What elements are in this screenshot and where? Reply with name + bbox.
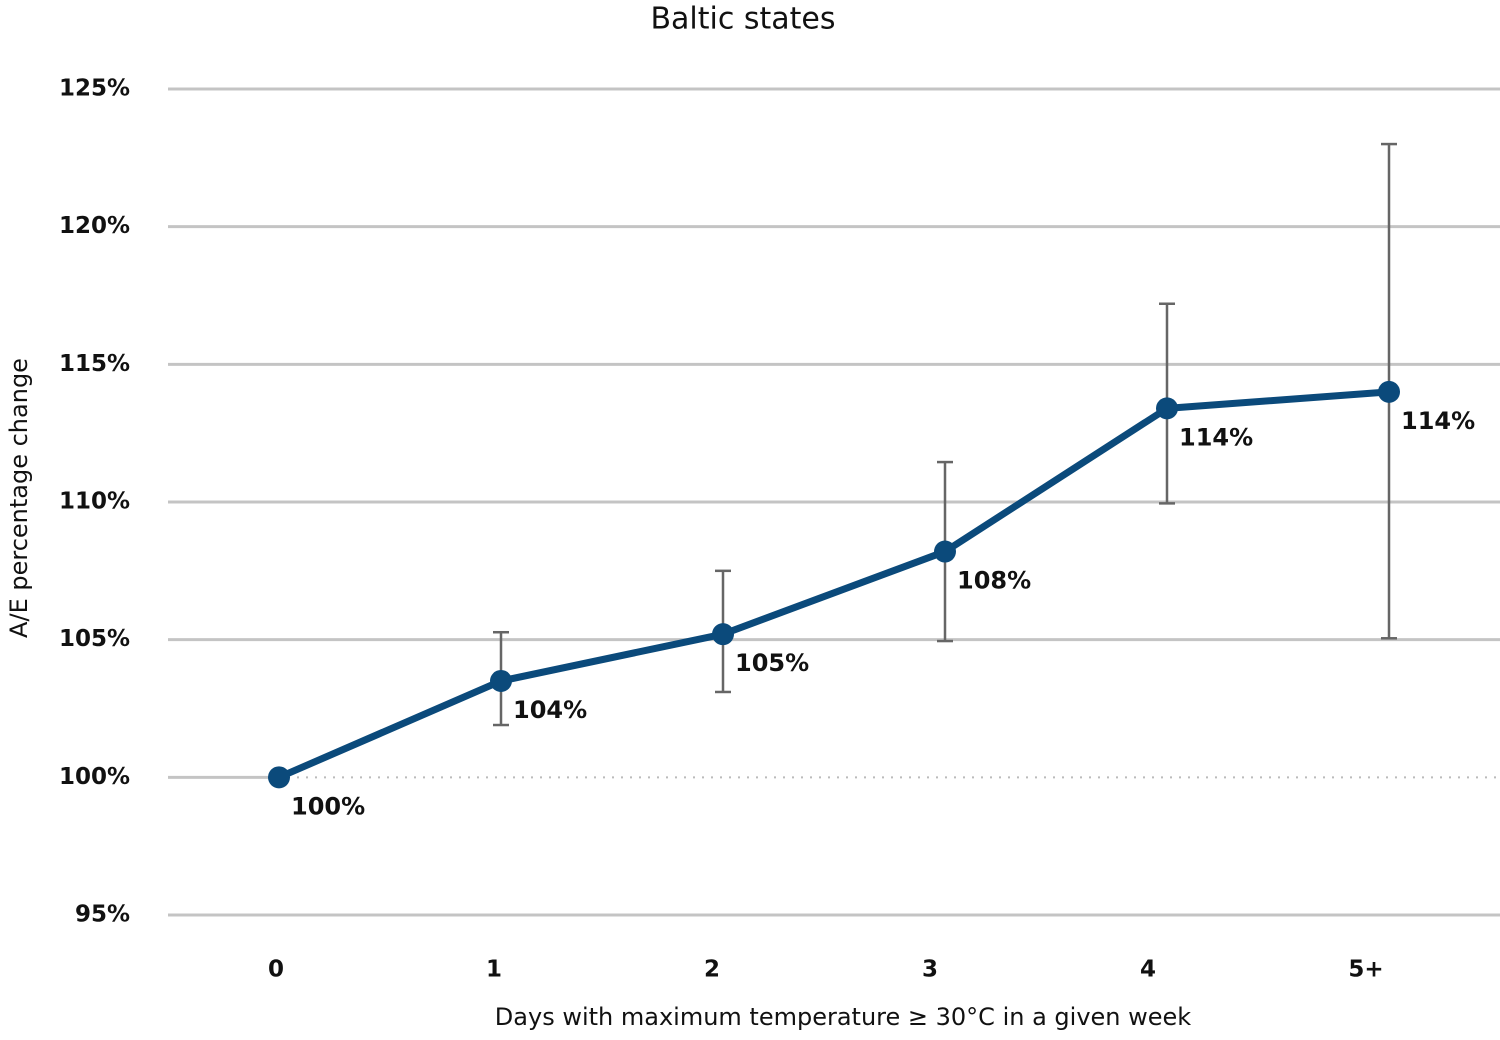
- value-label: 104%: [513, 696, 587, 724]
- value-label: 100%: [291, 792, 365, 820]
- y-tick-label: 115%: [59, 351, 130, 377]
- point: [1156, 397, 1178, 420]
- value-label: 105%: [735, 649, 809, 677]
- y-tick-label: 95%: [75, 902, 130, 928]
- y-tick-label: 120%: [59, 213, 130, 239]
- y-tick-label: 125%: [59, 76, 130, 102]
- x-tick-label: 1: [486, 957, 502, 983]
- y-axis-title: A/E percentage change: [5, 358, 33, 638]
- value-label: 114%: [1401, 407, 1475, 435]
- x-tick-label: 5+: [1348, 957, 1383, 983]
- y-tick-label: 110%: [59, 489, 130, 515]
- x-tick-label: 2: [704, 957, 720, 983]
- y-tick-label: 105%: [59, 626, 130, 652]
- line: [277, 388, 1390, 781]
- point: [490, 669, 512, 692]
- x-tick-label: 4: [1140, 957, 1156, 983]
- value-label: 108%: [957, 567, 1031, 595]
- x-axis-title: Days with maximum temperature ≥ 30°C in …: [495, 1003, 1191, 1031]
- chart-title: Baltic states: [650, 2, 835, 37]
- x-tick-label: 0: [268, 957, 284, 983]
- point: [934, 540, 956, 563]
- point: [712, 623, 734, 646]
- value-label: 114%: [1179, 423, 1253, 451]
- point: [268, 766, 290, 789]
- x-tick-label: 3: [922, 957, 938, 983]
- point: [1378, 380, 1400, 403]
- y-tick-label: 100%: [59, 764, 130, 790]
